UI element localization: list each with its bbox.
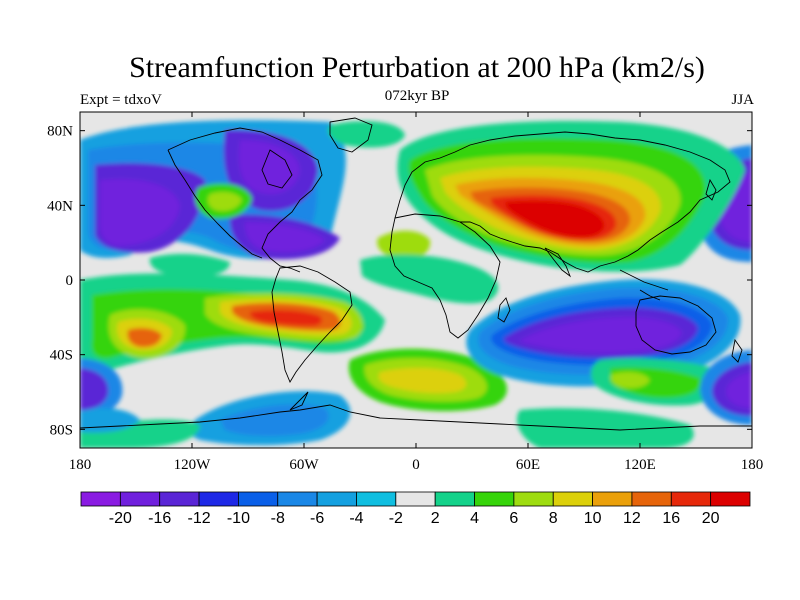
colorbar-label: -12 xyxy=(187,510,210,527)
colorbar-swatch xyxy=(670,491,712,507)
y-tick-label: 40N xyxy=(47,198,73,214)
x-tick-label: 180 xyxy=(741,457,764,473)
x-tick-label: 60E xyxy=(516,457,540,473)
colorbar-swatch xyxy=(474,491,515,507)
x-tick-label: 0 xyxy=(412,457,420,473)
map-field xyxy=(80,112,752,448)
colorbar-swatch xyxy=(552,491,593,507)
y-tick-label: 80S xyxy=(50,422,73,438)
colorbar-label: 6 xyxy=(509,510,518,527)
colorbar-label: 12 xyxy=(623,510,641,527)
x-tick-label: 120W xyxy=(174,457,212,473)
colorbar-label: 4 xyxy=(470,510,479,527)
colorbar-swatch xyxy=(395,491,436,507)
colorbar-label: -16 xyxy=(148,510,171,527)
y-tick-label: 40S xyxy=(50,348,73,364)
colorbar-label: -2 xyxy=(389,510,403,527)
time-label: 072kyr BP xyxy=(384,88,450,104)
colorbar-swatch xyxy=(592,491,633,507)
colorbar-label: 16 xyxy=(662,510,680,527)
coastlines xyxy=(80,117,752,431)
colorbar-swatch xyxy=(513,491,554,507)
colorbar-label: -20 xyxy=(109,510,132,527)
colorbar-swatch xyxy=(316,491,357,507)
colorbar-label: -6 xyxy=(310,510,324,527)
experiment-label: Expt = tdxoV xyxy=(80,92,162,108)
colorbar-swatch xyxy=(80,491,121,507)
colorbar-label: 20 xyxy=(702,510,720,527)
axis-ticks: 180 120W 60W 0 60E 120E 180 80N 40N 0 40S 80S xyxy=(47,112,763,473)
colorbar-swatch xyxy=(631,491,672,507)
x-tick-label: 180 xyxy=(69,457,92,473)
colorbar-swatch xyxy=(434,491,475,507)
colorbar-label: -8 xyxy=(271,510,285,527)
colorbar-label: -4 xyxy=(349,510,363,527)
colorbar-swatch xyxy=(356,491,397,507)
colorbar-swatch xyxy=(198,491,239,507)
y-tick-label: 80N xyxy=(47,124,73,140)
colorbar-swatch xyxy=(159,491,200,507)
colorbar-label: 8 xyxy=(549,510,558,527)
x-tick-label: 60W xyxy=(289,457,319,473)
colorbar-swatch xyxy=(238,491,279,507)
colorbar-swatch xyxy=(119,491,161,507)
colorbar-label: -10 xyxy=(227,510,250,527)
colorbar-swatch xyxy=(710,491,751,507)
x-tick-label: 120E xyxy=(624,457,656,473)
y-tick-label: 0 xyxy=(66,273,74,289)
colorbar-label: 10 xyxy=(584,510,602,527)
colorbar-swatch xyxy=(277,491,318,507)
colorbar: -20 -16 -12 -10 -8 -6 -4 -2 2 4 6 8 10 12 16 20 xyxy=(80,491,751,527)
season-label: JJA xyxy=(731,92,754,108)
chart-title: Streamfunction Perturbation at 200 hPa (… xyxy=(129,51,705,84)
colorbar-label: 2 xyxy=(431,510,440,527)
